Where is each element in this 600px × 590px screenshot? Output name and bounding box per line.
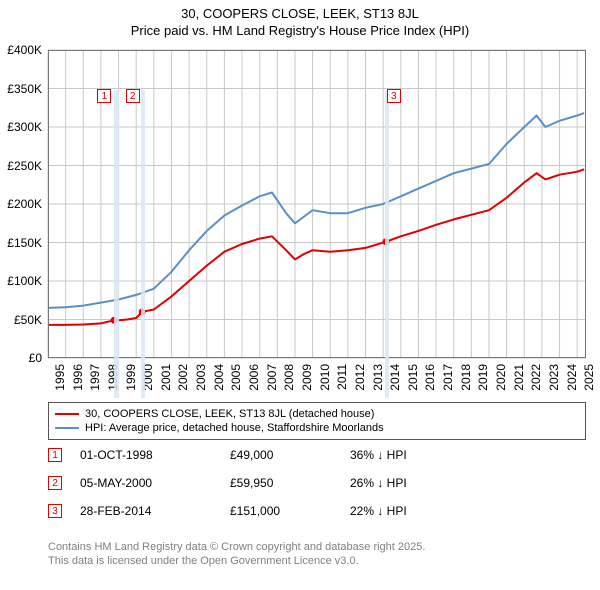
x-tick-label: 2020	[494, 364, 508, 404]
y-tick-label: £100K	[0, 274, 42, 288]
figure: 30, COOPERS CLOSE, LEEK, ST13 8JL Price …	[0, 0, 600, 590]
x-tick-label: 2014	[388, 364, 402, 404]
x-tick-label: 2010	[318, 364, 332, 404]
x-tick-label: 2025	[582, 364, 596, 404]
sale-row: 1 01-OCT-1998£49,00036% ↓ HPI	[48, 448, 407, 462]
sale-delta: 26% ↓ HPI	[350, 476, 407, 490]
x-tick-label: 2019	[476, 364, 490, 404]
sale-band	[114, 90, 118, 398]
sale-band	[141, 90, 145, 398]
legend-item: 30, COOPERS CLOSE, LEEK, ST13 8JL (detac…	[55, 407, 579, 421]
footer-line-2: This data is licensed under the Open Gov…	[48, 554, 425, 568]
sale-price: £151,000	[230, 504, 350, 518]
x-tick-label: 1999	[124, 364, 138, 404]
y-tick-label: £400K	[0, 43, 42, 57]
x-tick-label: 2008	[282, 364, 296, 404]
sale-price: £59,950	[230, 476, 350, 490]
x-tick-label: 2016	[423, 364, 437, 404]
legend-label: 30, COOPERS CLOSE, LEEK, ST13 8JL (detac…	[85, 408, 374, 420]
x-tick-label: 2001	[159, 364, 173, 404]
footer-line-1: Contains HM Land Registry data © Crown c…	[48, 540, 425, 554]
footer-attribution: Contains HM Land Registry data © Crown c…	[48, 540, 425, 569]
x-tick-label: 2009	[300, 364, 314, 404]
x-tick-label: 2018	[459, 364, 473, 404]
y-tick-label: £300K	[0, 120, 42, 134]
x-tick-label: 2023	[547, 364, 561, 404]
x-tick-label: 2004	[212, 364, 226, 404]
series-price_paid	[48, 169, 584, 325]
x-tick-label: 2002	[176, 364, 190, 404]
x-tick-label: 2013	[371, 364, 385, 404]
legend-label: HPI: Average price, detached house, Staf…	[85, 422, 384, 434]
x-tick-label: 2012	[353, 364, 367, 404]
x-tick-label: 2024	[565, 364, 579, 404]
y-tick-label: £350K	[0, 82, 42, 96]
plot-svg	[0, 0, 600, 590]
x-tick-label: 2003	[194, 364, 208, 404]
sale-row: 2 05-MAY-2000£59,95026% ↓ HPI	[48, 476, 407, 490]
sale-delta: 22% ↓ HPI	[350, 504, 407, 518]
x-tick-label: 2022	[529, 364, 543, 404]
sale-date: 28-FEB-2014	[80, 504, 230, 518]
sale-delta: 36% ↓ HPI	[350, 448, 407, 462]
plot-marker: 2	[126, 89, 140, 103]
y-tick-label: £0	[0, 351, 42, 365]
sale-date: 01-OCT-1998	[80, 448, 230, 462]
legend-item: HPI: Average price, detached house, Staf…	[55, 421, 579, 435]
sale-marker: 2	[48, 476, 62, 490]
x-tick-label: 1995	[53, 364, 67, 404]
x-tick-label: 1996	[71, 364, 85, 404]
x-tick-label: 2017	[441, 364, 455, 404]
series-hpi	[48, 113, 584, 308]
plot-marker: 1	[97, 89, 111, 103]
x-tick-label: 2005	[229, 364, 243, 404]
legend: 30, COOPERS CLOSE, LEEK, ST13 8JL (detac…	[48, 402, 586, 440]
y-tick-label: £250K	[0, 159, 42, 173]
y-tick-label: £200K	[0, 197, 42, 211]
sale-marker: 1	[48, 448, 62, 462]
x-tick-label: 2021	[512, 364, 526, 404]
sale-band	[385, 90, 389, 398]
x-tick-label: 2015	[406, 364, 420, 404]
y-tick-label: £50K	[0, 313, 42, 327]
legend-swatch	[55, 427, 79, 429]
x-tick-label: 2007	[265, 364, 279, 404]
plot-marker: 3	[387, 89, 401, 103]
sale-price: £49,000	[230, 448, 350, 462]
y-tick-label: £150K	[0, 236, 42, 250]
sale-marker: 3	[48, 504, 62, 518]
legend-swatch	[55, 413, 79, 415]
sale-row: 3 28-FEB-2014£151,00022% ↓ HPI	[48, 504, 407, 518]
sale-date: 05-MAY-2000	[80, 476, 230, 490]
x-tick-label: 2006	[247, 364, 261, 404]
x-tick-label: 2011	[335, 364, 349, 404]
x-tick-label: 1997	[88, 364, 102, 404]
